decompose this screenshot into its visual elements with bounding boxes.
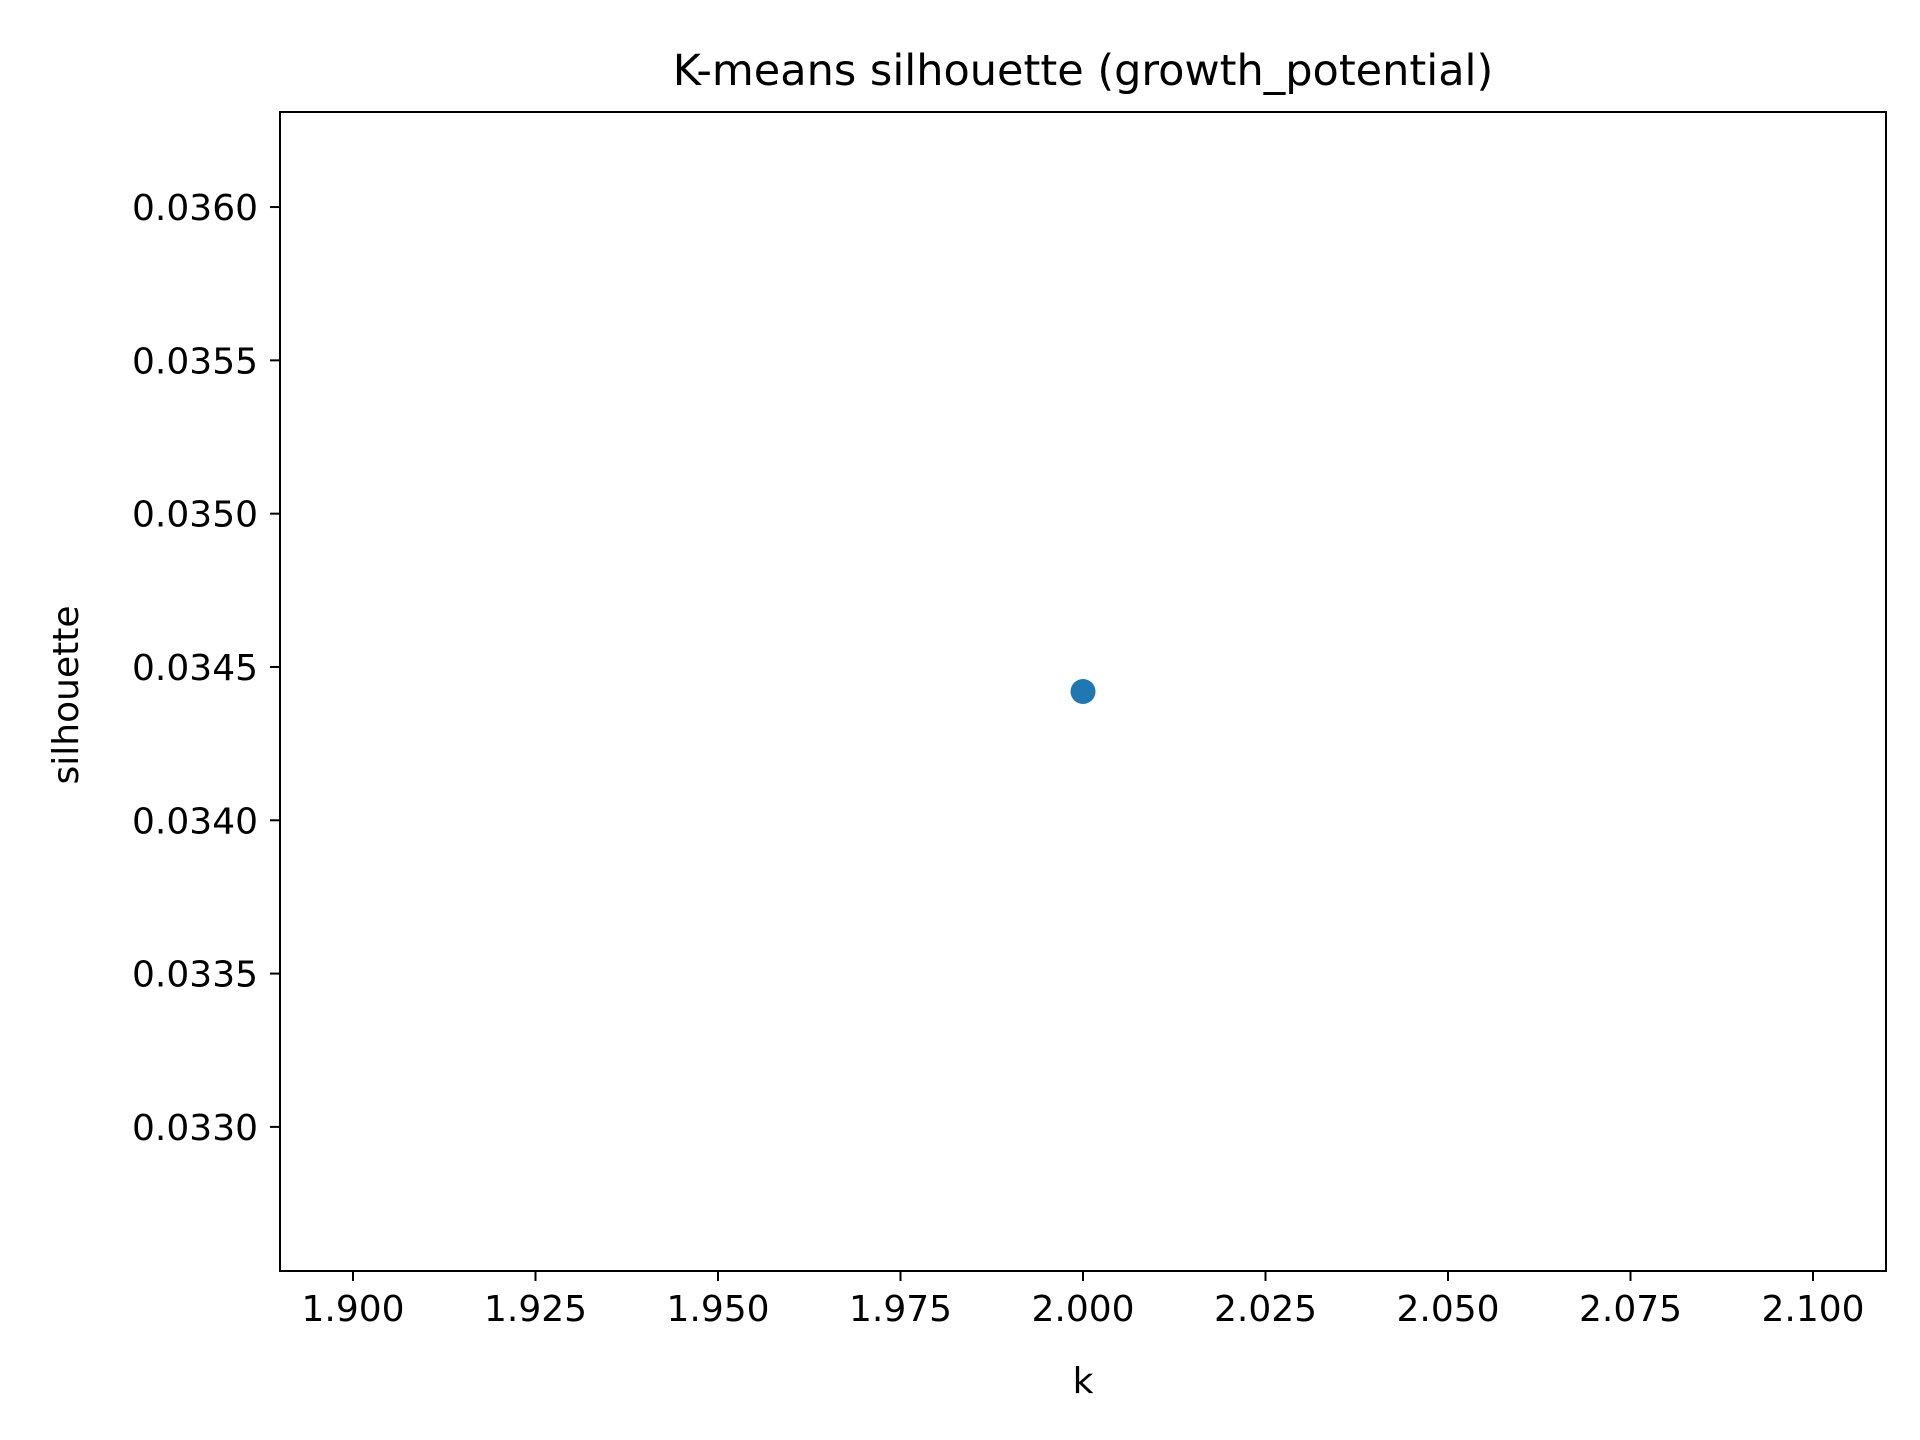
y-tick-label: 0.0330 xyxy=(132,1108,258,1149)
plot-area: 1.900 1.925 1.950 1.975 2.000 2.025 2.050 2.075… xyxy=(132,111,1887,1330)
y-axis-title: silhouette xyxy=(46,606,87,785)
y-tick-label: 0.0335 xyxy=(132,955,258,996)
x-tick-label: 2.050 xyxy=(1396,1289,1499,1330)
x-tick-label: 2.075 xyxy=(1579,1289,1682,1330)
x-axis-title: k xyxy=(1073,1361,1094,1402)
y-tick-label: 0.0345 xyxy=(132,648,258,689)
y-tick-label: 0.0355 xyxy=(132,341,258,382)
y-tick-label: 0.0350 xyxy=(132,495,258,536)
y-tick-label: 0.0340 xyxy=(132,801,258,842)
x-tick-label: 1.900 xyxy=(301,1289,404,1330)
x-tick-label: 2.100 xyxy=(1761,1289,1864,1330)
x-tick-label: 1.950 xyxy=(666,1289,769,1330)
x-tick-label: 2.000 xyxy=(1031,1289,1134,1330)
x-tick-label: 1.925 xyxy=(484,1289,587,1330)
x-tick-label: 2.025 xyxy=(1214,1289,1317,1330)
data-point xyxy=(1070,679,1096,704)
chart-title: K-means silhouette (growth_potential) xyxy=(673,46,1494,96)
x-tick-label: 1.975 xyxy=(849,1289,952,1330)
y-tick-label: 0.0360 xyxy=(132,188,258,229)
